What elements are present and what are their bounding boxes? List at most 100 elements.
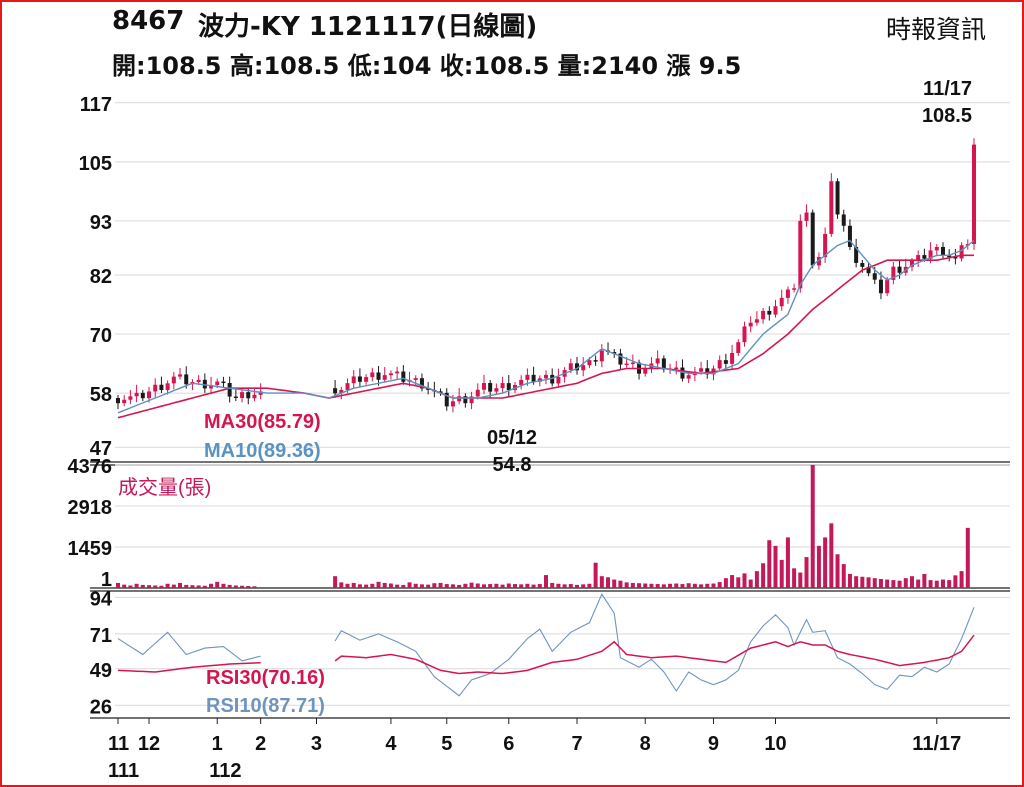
price-tick-label: 47 xyxy=(90,438,112,460)
volume-bar xyxy=(190,585,195,588)
volume-bar xyxy=(823,537,828,588)
candle-body xyxy=(345,383,350,390)
volume-bar xyxy=(630,582,635,588)
x-year-label: 111 xyxy=(108,760,139,782)
candle-body xyxy=(878,279,883,294)
volume-bar xyxy=(221,583,226,588)
candle-body xyxy=(202,379,207,389)
volume-bar xyxy=(816,545,821,588)
volume-bar xyxy=(209,583,214,588)
candle-body xyxy=(928,250,933,259)
candle-body xyxy=(742,326,747,343)
candle-body xyxy=(357,376,362,382)
volume-bar xyxy=(178,582,183,588)
volume-bar xyxy=(438,582,443,588)
volume-tick-label: 2918 xyxy=(68,497,113,519)
volume-bar xyxy=(395,584,400,588)
candle-body xyxy=(227,383,232,397)
candle-body xyxy=(153,384,158,392)
candle-body xyxy=(128,396,133,400)
candle-body xyxy=(209,384,214,389)
candle-body xyxy=(816,257,821,266)
volume-bar xyxy=(500,584,505,588)
candle-body xyxy=(643,368,648,374)
volume-bar xyxy=(202,585,207,588)
volume-bar xyxy=(779,559,784,588)
volume-bar xyxy=(401,584,406,588)
candle-body xyxy=(841,214,846,226)
candle-body xyxy=(612,352,617,354)
volume-bar xyxy=(134,583,139,588)
volume-bar xyxy=(593,562,598,588)
candle-body xyxy=(395,371,400,374)
high-date-annotation: 11/17 xyxy=(923,78,972,100)
candle-body xyxy=(469,396,474,404)
rsi-panel: RSI30(70.16) RSI10(87.71) xyxy=(117,593,975,717)
volume-bar xyxy=(618,580,623,588)
candle-body xyxy=(972,144,976,244)
rsi10-legend: RSI10(87.71) xyxy=(206,695,325,717)
volume-bar xyxy=(928,580,933,588)
volume-bar xyxy=(854,576,859,588)
candle-body xyxy=(835,181,840,215)
volume-tick-label: 1459 xyxy=(68,538,113,560)
candle-body xyxy=(426,388,431,390)
candle-body xyxy=(593,360,598,362)
price-panel: MA30(85.79) MA10(89.36) 11/17 108.5 05/12 54.… xyxy=(116,78,976,476)
volume-bar xyxy=(922,573,927,588)
volume-bar xyxy=(829,523,834,588)
volume-bar xyxy=(345,583,350,588)
volume-bar xyxy=(457,584,462,588)
volume-bar xyxy=(885,579,890,588)
volume-bar xyxy=(153,585,158,588)
volume-bar xyxy=(364,584,369,588)
data-source: 時報資訊 xyxy=(885,15,986,44)
candle-body xyxy=(897,266,902,273)
volume-bar xyxy=(742,573,747,588)
volume-bar xyxy=(686,583,691,588)
volume-bar xyxy=(469,582,474,588)
volume-bar xyxy=(184,584,189,588)
candle-body xyxy=(531,374,536,382)
volume-bar xyxy=(525,583,530,588)
candle-body xyxy=(618,353,623,365)
candle-body xyxy=(717,360,722,369)
volume-bar xyxy=(909,576,914,588)
candle-body xyxy=(159,384,164,391)
volume-bar xyxy=(147,585,152,588)
candle-body xyxy=(779,297,784,307)
candle-body xyxy=(122,399,127,404)
low-date-annotation: 05/12 xyxy=(487,427,537,449)
candle-body xyxy=(705,368,710,375)
volume-bar xyxy=(544,575,548,588)
volume-bar xyxy=(624,582,629,588)
candle-body xyxy=(823,233,828,258)
volume-bar xyxy=(227,584,232,588)
volume-bar xyxy=(556,583,561,588)
ma30-line xyxy=(117,254,974,419)
volume-bar xyxy=(767,540,772,588)
x-tick-label: 10 xyxy=(764,733,786,755)
rsi30-legend: RSI30(70.16) xyxy=(206,667,325,689)
volume-bar xyxy=(475,583,480,588)
volume-bar xyxy=(246,586,251,588)
volume-tick-label: 4376 xyxy=(68,456,113,478)
candle-body xyxy=(661,358,666,370)
candle-body xyxy=(500,383,505,389)
candle-body xyxy=(370,372,375,378)
x-tick-label: 3 xyxy=(311,733,322,755)
volume-tick-label: 1 xyxy=(101,569,112,591)
candle-body xyxy=(258,391,263,395)
candle-body xyxy=(810,212,815,266)
candle-body xyxy=(761,310,766,320)
volume-bar xyxy=(357,584,362,588)
volume-bar xyxy=(841,564,846,588)
candle-body xyxy=(196,379,201,383)
price-tick-label: 58 xyxy=(90,384,112,406)
volume-bar xyxy=(531,584,536,588)
volume-bar xyxy=(692,583,697,588)
volume-bar xyxy=(940,579,945,588)
candle-body xyxy=(401,371,406,382)
volume-bar xyxy=(668,583,673,588)
